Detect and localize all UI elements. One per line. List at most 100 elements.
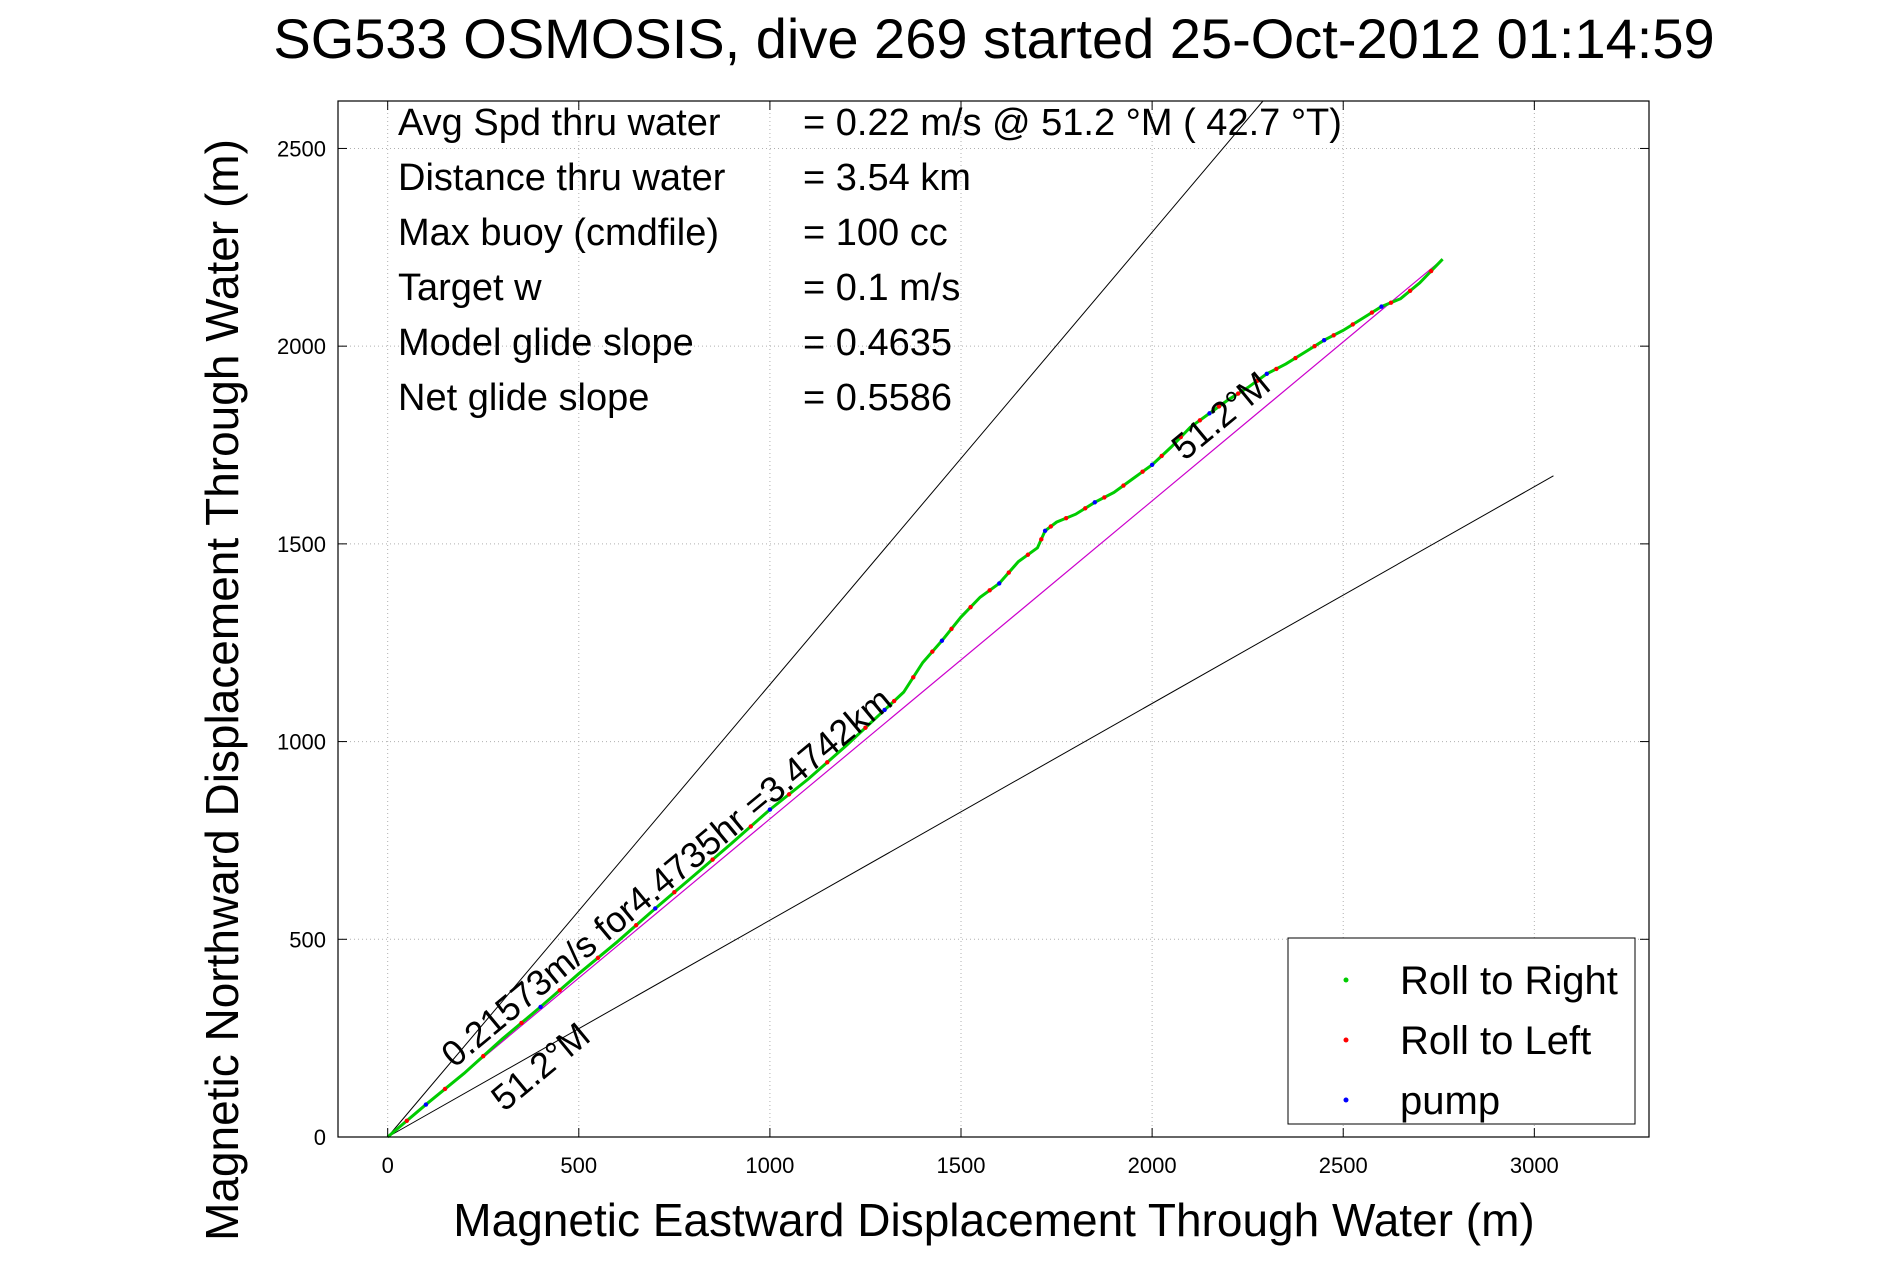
roll-left-point xyxy=(1350,322,1355,327)
roll-left-point xyxy=(1274,366,1279,372)
reference-lines xyxy=(387,100,1554,1138)
info-label: Max buoy (cmdfile) xyxy=(398,212,719,254)
axis-ticks: 0 500 1000 1500 2000 2500 3000 0 500 1000 1500 2000… xyxy=(277,101,1649,1178)
roll-left-point xyxy=(825,760,830,765)
pump-point xyxy=(1321,338,1327,343)
roll-left-point xyxy=(1293,355,1298,361)
roll-left-point xyxy=(1048,524,1054,529)
y-tick-label: 0 xyxy=(314,1125,326,1150)
roll-left-point xyxy=(1083,506,1088,511)
roll-left-point xyxy=(519,1020,524,1026)
legend: Roll to Right Roll to Left pump xyxy=(1287,937,1636,1125)
info-value: = 0.1 m/s xyxy=(803,267,960,309)
roll-left-point xyxy=(1197,418,1203,423)
roll-left-point xyxy=(557,988,562,993)
roll-left-point xyxy=(1388,300,1394,305)
y-tick-label: 2500 xyxy=(277,136,326,161)
roll-left-point xyxy=(1025,552,1031,557)
info-value: = 0.5586 xyxy=(803,377,952,419)
pump-point xyxy=(538,1004,543,1010)
y-tick-label: 1500 xyxy=(277,532,326,557)
roll-left-point xyxy=(1235,391,1241,396)
pump-point xyxy=(1092,500,1097,505)
legend-label: Roll to Left xyxy=(1400,1019,1591,1063)
info-box: Avg Spd thru water = 0.22 m/s @ 51.2 °M (… xyxy=(398,102,1342,419)
roll-left-point xyxy=(710,857,715,862)
roll-left-point xyxy=(1006,570,1011,575)
info-label: Target w xyxy=(398,267,542,309)
x-axis-label: Magnetic Eastward Displacement Through W… xyxy=(453,1194,1534,1246)
pump-point xyxy=(997,581,1002,586)
pump-point xyxy=(882,707,887,713)
roll-left-point xyxy=(1331,333,1336,338)
y-axis-label: Magnetic Northward Displacement Through … xyxy=(196,139,248,1241)
pump-point xyxy=(1042,528,1048,534)
pump-point xyxy=(939,638,945,643)
lower-bound-line xyxy=(387,475,1554,1138)
chart-title: SG533 OSMOSIS, dive 269 started 25-Oct-2… xyxy=(273,7,1714,70)
roll-left-point xyxy=(1407,288,1413,294)
roll-left-point xyxy=(968,604,973,610)
info-label: Model glide slope xyxy=(398,322,694,364)
roll-left-point xyxy=(595,955,601,961)
roll-left-point xyxy=(748,824,753,829)
pump-point xyxy=(1207,411,1212,416)
roll-left-point xyxy=(1102,495,1107,500)
roll-left-point xyxy=(442,1086,448,1092)
roll-left-point xyxy=(786,792,792,797)
roll-left-point xyxy=(1039,537,1044,542)
roll-left-point xyxy=(1140,469,1145,474)
upper-bound-line xyxy=(387,100,1264,1138)
pump-point xyxy=(767,807,773,812)
roll-left-point xyxy=(987,588,992,593)
y-tick-label: 1000 xyxy=(277,730,326,755)
track-series xyxy=(386,258,1444,1139)
info-label: Distance thru water xyxy=(398,157,726,199)
legend-box xyxy=(1287,937,1636,1125)
roll-left-point xyxy=(1121,483,1126,488)
roll-left-point xyxy=(1312,343,1317,349)
roll-left-point xyxy=(1369,310,1375,315)
legend-label: pump xyxy=(1400,1079,1500,1123)
speed-annotation: 0.21573m/s for4.4735hr =3.4742km xyxy=(433,679,899,1075)
x-tick-label: 3000 xyxy=(1510,1153,1559,1178)
roll-left-point xyxy=(1428,268,1434,274)
x-tick-label: 500 xyxy=(560,1153,597,1178)
legend-marker xyxy=(1343,977,1349,983)
info-label: Avg Spd thru water xyxy=(398,102,721,144)
x-tick-label: 1500 xyxy=(937,1153,986,1178)
y-tick-label: 2000 xyxy=(277,334,326,359)
pump-point xyxy=(653,906,658,911)
y-tick-label: 500 xyxy=(289,927,326,952)
roll-left-point xyxy=(930,649,935,654)
legend-marker xyxy=(1343,1037,1349,1043)
roll-left-point xyxy=(404,1118,409,1123)
info-value: = 0.22 m/s @ 51.2 °M ( 42.7 °T) xyxy=(803,102,1342,144)
roll-left-point xyxy=(891,698,897,704)
roll-left-point xyxy=(1159,453,1164,459)
info-label: Net glide slope xyxy=(398,377,649,419)
roll-left-point xyxy=(949,626,954,632)
roll-left-point xyxy=(1255,378,1260,383)
pump-point xyxy=(423,1102,429,1107)
x-tick-label: 1000 xyxy=(745,1153,794,1178)
roll-left-point xyxy=(1063,515,1069,521)
info-value: = 0.4635 xyxy=(803,322,952,364)
roll-left-point xyxy=(633,923,639,928)
heading-annotation-upper: 51.2°M xyxy=(1163,363,1277,468)
pump-point xyxy=(1379,304,1384,309)
x-tick-label: 0 xyxy=(382,1153,394,1178)
net-heading-line xyxy=(387,258,1443,1138)
roll-left-point xyxy=(672,890,677,895)
annotations: 0.21573m/s for4.4735hr =3.4742km 51.2°M … xyxy=(433,363,1278,1119)
roll-left-point xyxy=(863,725,868,730)
pump-point xyxy=(1264,371,1269,377)
pump-point xyxy=(1149,462,1155,467)
plot-frame xyxy=(337,100,1650,1138)
x-tick-label: 2000 xyxy=(1128,1153,1177,1178)
roll-left-point xyxy=(911,675,916,680)
roll-left-point xyxy=(1178,434,1183,440)
legend-label: Roll to Right xyxy=(1400,959,1618,1003)
x-tick-label: 2500 xyxy=(1319,1153,1368,1178)
